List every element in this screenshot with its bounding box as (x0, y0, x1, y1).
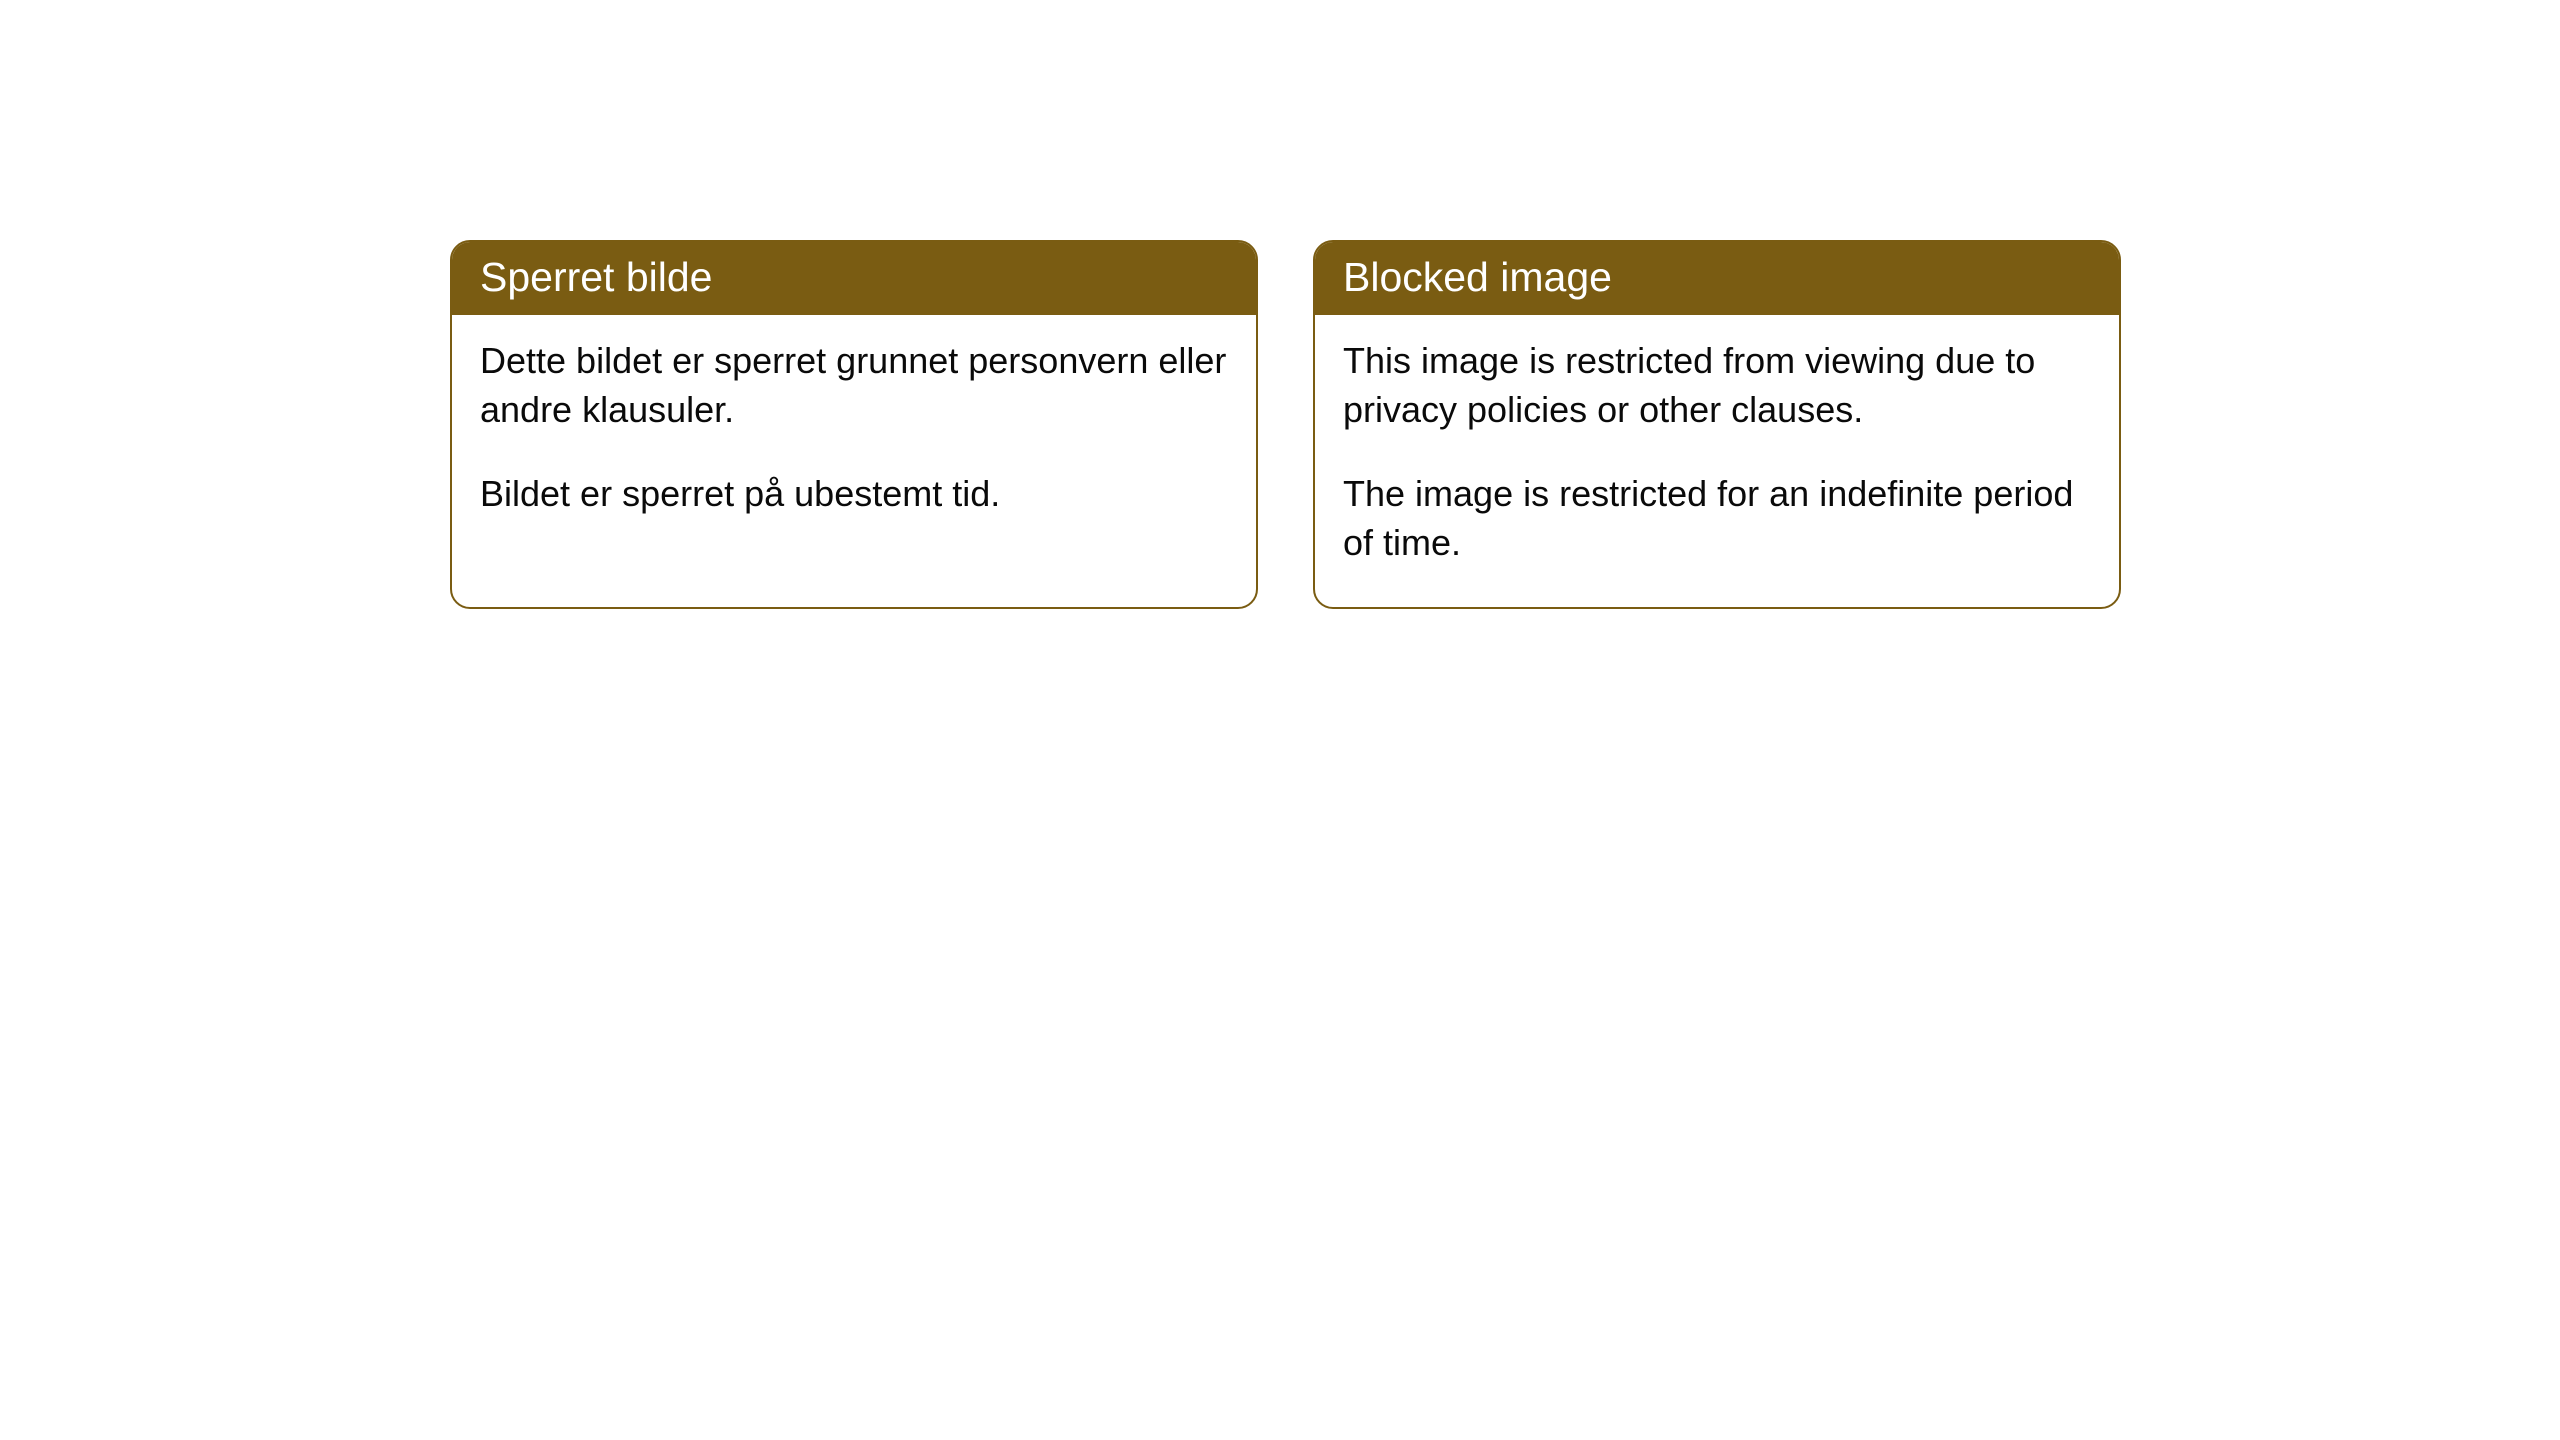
card-norwegian: Sperret bilde Dette bildet er sperret gr… (450, 240, 1258, 609)
card-paragraph: This image is restricted from viewing du… (1343, 337, 2091, 434)
card-header-norwegian: Sperret bilde (452, 242, 1256, 315)
card-paragraph: The image is restricted for an indefinit… (1343, 470, 2091, 567)
card-english: Blocked image This image is restricted f… (1313, 240, 2121, 609)
card-header-english: Blocked image (1315, 242, 2119, 315)
card-body-norwegian: Dette bildet er sperret grunnet personve… (452, 315, 1256, 559)
card-paragraph: Bildet er sperret på ubestemt tid. (480, 470, 1228, 519)
card-paragraph: Dette bildet er sperret grunnet personve… (480, 337, 1228, 434)
card-body-english: This image is restricted from viewing du… (1315, 315, 2119, 607)
card-container: Sperret bilde Dette bildet er sperret gr… (0, 0, 2560, 609)
